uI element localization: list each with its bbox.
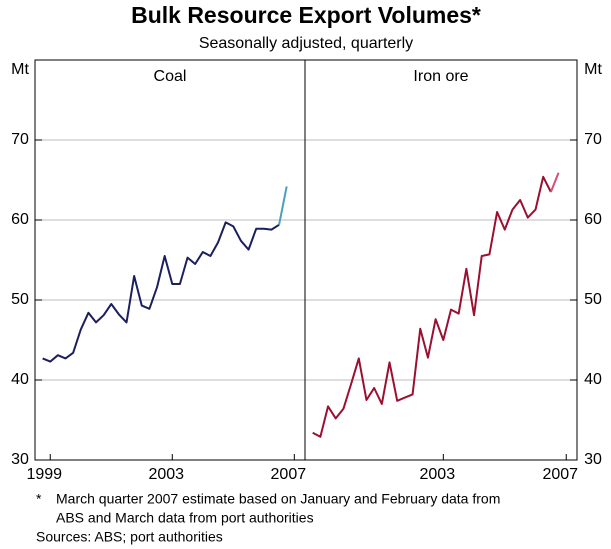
y-axis-label: Mt — [584, 61, 602, 78]
x-tick-label: 2003 — [148, 466, 184, 483]
chart-title: Bulk Resource Export Volumes* — [131, 2, 481, 28]
y-tick-label: 60 — [11, 211, 29, 228]
y-tick-label: 50 — [11, 291, 29, 308]
y-tick-label: 40 — [584, 371, 602, 388]
x-tick-label: 2007 — [271, 466, 307, 483]
chart-subtitle: Seasonally adjusted, quarterly — [199, 35, 413, 52]
y-axis-label: Mt — [11, 61, 29, 78]
y-tick-label: 40 — [11, 371, 29, 388]
x-tick-label: 1999 — [26, 466, 62, 483]
panel-title: Iron ore — [413, 68, 468, 85]
line — [42, 221, 280, 363]
sources: Sources: ABS; port authorities — [36, 529, 223, 545]
line — [549, 172, 560, 193]
x-tick-label: 2003 — [420, 466, 456, 483]
y-tick-label: 30 — [11, 451, 29, 468]
footnote: March quarter 2007 estimate based on Jan… — [56, 491, 500, 507]
y-tick-label: 30 — [584, 451, 602, 468]
y-tick-label: 50 — [584, 291, 602, 308]
y-tick-label: 60 — [584, 211, 602, 228]
line — [312, 175, 552, 438]
footnote: ABS and March data from port authorities — [56, 510, 314, 526]
footnote-marker: * — [36, 491, 42, 507]
plot-frame — [34, 59, 578, 461]
y-tick-label: 70 — [584, 131, 602, 148]
y-tick-label: 70 — [11, 131, 29, 148]
line — [278, 186, 288, 225]
panel-title: Coal — [154, 68, 187, 85]
x-tick-label: 2007 — [542, 466, 578, 483]
